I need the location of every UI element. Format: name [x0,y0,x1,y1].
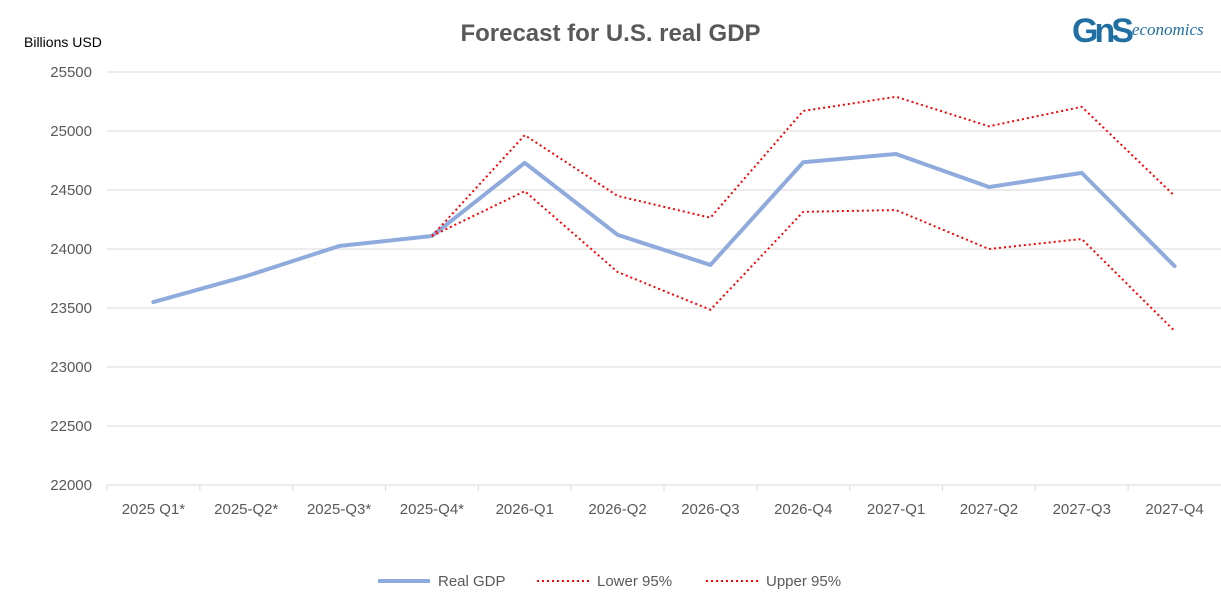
x-tick-label: 2027-Q3 [1053,501,1111,518]
y-tick-label: 23500 [50,300,92,317]
y-tick-label: 25500 [50,64,92,81]
x-tick-label: 2025-Q2* [214,501,278,518]
x-tick-label: 2027-Q4 [1145,501,1203,518]
legend-label: Upper 95% [766,573,841,590]
series-line-upper-95- [431,95,1176,237]
y-tick-label: 24000 [50,241,92,258]
x-tick-label: 2025-Q3* [307,501,371,518]
legend-label: Real GDP [438,573,506,590]
x-tick-label: 2026-Q2 [588,501,646,518]
chart-title: Forecast for U.S. real GDP [460,20,761,47]
x-tick-label: 2025-Q4* [400,501,464,518]
y-axis-label: Billions USD [24,34,102,50]
x-tick-label: 2026-Q4 [774,501,832,518]
series-line-lower-95- [431,190,1176,332]
y-tick-label: 24500 [50,182,92,199]
x-tick-label: 2026-Q3 [681,501,739,518]
y-tick-label: 25000 [50,123,92,140]
series-line-real-gdp [151,152,1177,305]
x-tick-label: 2025 Q1* [122,501,186,518]
legend-label: Lower 95% [597,573,672,590]
y-tick-label: 22000 [50,477,92,494]
y-tick-label: 22500 [50,418,92,435]
x-tick-label: 2026-Q1 [496,501,554,518]
x-tick-label: 2027-Q2 [960,501,1018,518]
y-tick-label: 23000 [50,359,92,376]
x-tick-label: 2027-Q1 [867,501,925,518]
gns-economics-logo: GnS economics [1072,12,1204,50]
